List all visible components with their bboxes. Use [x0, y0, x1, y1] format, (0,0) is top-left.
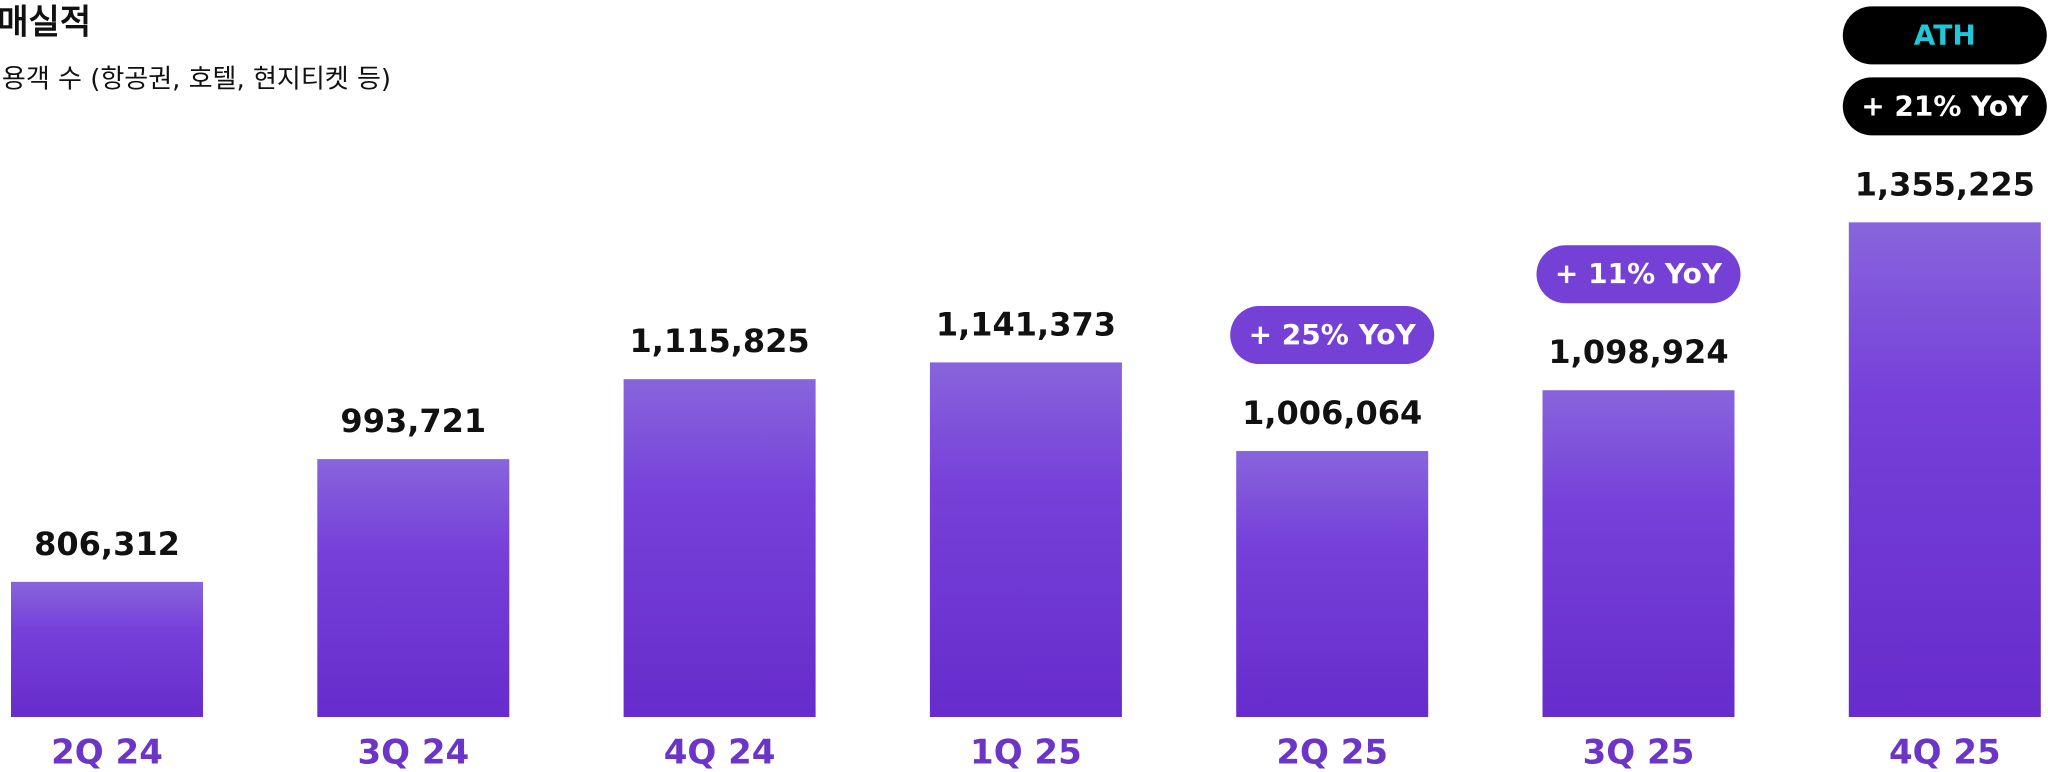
bar — [1848, 222, 2041, 717]
value-label: 1,098,924 — [1548, 333, 1728, 371]
badge-label: ATH — [1914, 18, 1976, 51]
bar — [1236, 451, 1429, 717]
x-tick-label: 2Q 25 — [1276, 733, 1388, 772]
badge-label: + 25% YoY — [1249, 318, 1417, 351]
badge — [1230, 306, 1435, 365]
x-tick-label: 4Q 24 — [664, 733, 776, 772]
badge — [1536, 245, 1741, 304]
value-label: 1,355,225 — [1855, 165, 2035, 203]
value-label: 1,115,825 — [630, 322, 810, 360]
x-tick-label: 3Q 24 — [357, 733, 469, 772]
chart-subtitle: 이용객 수 (항공권, 호텔, 현지티켓 등) — [0, 65, 391, 95]
x-tick-label: 4Q 25 — [1889, 733, 2001, 772]
value-label: 1,006,064 — [1242, 394, 1422, 432]
value-label: 993,721 — [340, 402, 486, 440]
badge-label: + 11% YoY — [1555, 257, 1723, 290]
value-label: 806,312 — [34, 525, 180, 563]
bar — [623, 379, 816, 717]
x-tick-label: 3Q 25 — [1583, 733, 1695, 772]
badge — [1842, 6, 2047, 65]
chart-title: 판매실적 — [0, 3, 91, 43]
bar — [929, 362, 1122, 717]
badge — [1842, 77, 2047, 136]
x-tick-label: 1Q 25 — [970, 733, 1082, 772]
badge-label: + 21% YoY — [1861, 89, 2029, 122]
bar — [11, 581, 203, 717]
value-label: 1,141,373 — [936, 305, 1116, 343]
bar — [1542, 390, 1735, 717]
bar — [317, 459, 510, 717]
x-tick-label: 2Q 24 — [51, 733, 163, 772]
